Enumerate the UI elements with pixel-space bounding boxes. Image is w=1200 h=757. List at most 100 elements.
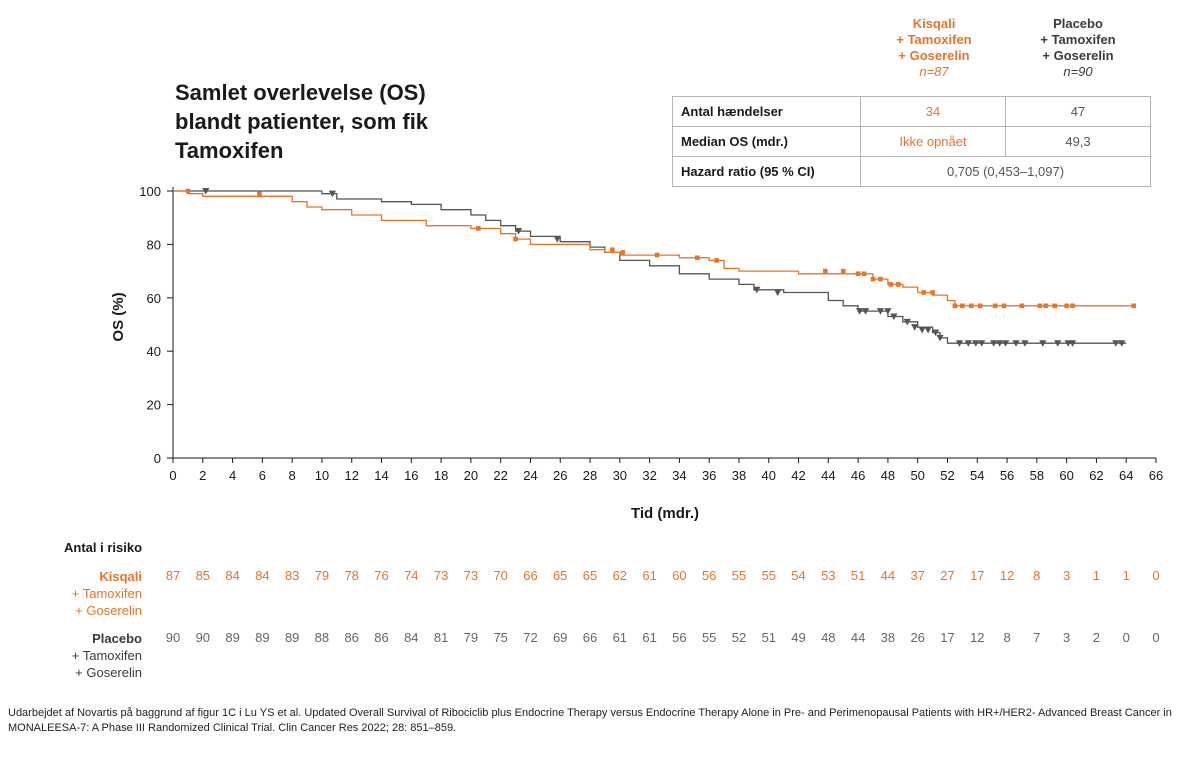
risk-count-placebo: 52 <box>731 630 747 645</box>
risk-count-kisqali: 84 <box>255 568 270 583</box>
censor-mark-kisqali <box>185 188 191 194</box>
risk-count-kisqali: 85 <box>195 568 211 583</box>
y-tick-label: 100 <box>139 184 161 199</box>
group-kisqali-line3: + Goserelin <box>898 48 970 63</box>
risk-count-kisqali: 66 <box>523 568 538 583</box>
risk-count-kisqali: 55 <box>731 568 747 583</box>
x-tick-label: 18 <box>434 468 448 483</box>
censor-mark-placebo <box>1068 340 1077 347</box>
risk-count-placebo: 79 <box>463 630 479 645</box>
group-placebo-line2: + Tamoxifen <box>1040 32 1116 47</box>
x-tick-label: 28 <box>583 468 597 483</box>
censor-mark-kisqali <box>992 303 998 309</box>
y-tick-label: 60 <box>147 291 161 306</box>
risk-count-kisqali: 37 <box>910 568 925 583</box>
censor-mark-placebo <box>1001 340 1010 347</box>
x-tick-label: 66 <box>1149 468 1163 483</box>
risk-count-kisqali: 70 <box>493 568 508 583</box>
risk-count-placebo: 84 <box>404 630 419 645</box>
risk-count-kisqali: 8 <box>1033 568 1041 583</box>
x-tick-label: 40 <box>762 468 776 483</box>
censor-mark-placebo <box>1012 340 1020 347</box>
risk-table-title: Antal i risiko <box>64 540 143 555</box>
risk-count-kisqali: 1 <box>1122 568 1130 583</box>
axes: 0 2 4 6 8 10 12 14 16 18 20 22 24 26 28 30 32 34 36 38 40 42 4… <box>139 184 1163 483</box>
stats-placebo-value: 47 <box>1005 96 1151 127</box>
x-tick-label: 10 <box>315 468 329 483</box>
censor-mark-kisqali <box>1019 303 1025 309</box>
risk-count-kisqali: 78 <box>344 568 359 583</box>
x-tick-label: 46 <box>851 468 865 483</box>
stats-row-median: Median OS (mdr.) Ikke opnået 49,3 <box>672 126 1151 157</box>
risk-count-kisqali: 55 <box>761 568 777 583</box>
x-tick-label: 44 <box>821 468 835 483</box>
x-tick-label: 8 <box>289 468 296 483</box>
stats-table: Antal hændelser 34 47 Median OS (mdr.) I… <box>672 96 1151 187</box>
risk-count-kisqali: 0 <box>1152 568 1160 583</box>
censor-mark-placebo <box>202 188 210 195</box>
risk-count-placebo: 86 <box>374 630 389 645</box>
censor-mark-placebo <box>964 340 972 347</box>
stats-label: Hazard ratio (95 % CI) <box>672 156 861 187</box>
risk-count-placebo: 8 <box>1003 630 1011 645</box>
group-kisqali-n: n=87 <box>919 64 949 79</box>
censor-mark-kisqali <box>921 290 926 295</box>
risk-count-placebo: 3 <box>1062 630 1071 645</box>
censor-mark-kisqali <box>1064 303 1069 309</box>
x-tick-label: 26 <box>553 468 567 483</box>
censor-mark-kisqali <box>823 268 828 274</box>
x-tick-label: 38 <box>732 468 746 483</box>
risk-placebo-line2: + Tamoxifen <box>71 648 142 663</box>
stats-row-events: Antal hændelser 34 47 <box>672 96 1151 127</box>
risk-count-placebo: 17 <box>940 630 955 645</box>
x-tick-label: 64 <box>1119 468 1133 483</box>
risk-placebo-line1: Placebo <box>92 631 142 646</box>
risk-count-kisqali: 83 <box>284 568 300 583</box>
censor-mark-placebo <box>1054 340 1062 347</box>
risk-count-kisqali: 1 <box>1092 568 1100 583</box>
stats-placebo-value: 49,3 <box>1005 126 1151 157</box>
censor-mark-placebo <box>924 326 932 334</box>
censor-mark-kisqali <box>870 276 876 282</box>
censor-mark-kisqali <box>855 271 861 277</box>
group-header-kisqali: Kisqali + Tamoxifen + Goserelin n=87 <box>860 16 1008 80</box>
censor-mark-placebo <box>1118 340 1126 347</box>
risk-count-kisqali: 79 <box>314 568 330 583</box>
risk-count-kisqali: 74 <box>404 568 419 583</box>
x-tick-label: 14 <box>374 468 388 483</box>
risk-count-kisqali: 60 <box>672 568 687 583</box>
risk-count-placebo: 2 <box>1092 630 1100 645</box>
risk-count-kisqali: 3 <box>1062 568 1071 583</box>
x-tick-label: 36 <box>702 468 716 483</box>
risk-count-kisqali: 56 <box>701 568 717 583</box>
x-tick-label: 60 <box>1059 468 1073 483</box>
km-plot: 0 2 4 6 8 10 12 14 16 18 20 22 24 26 28 30 32 34 36 38 40 42 4… <box>110 184 1163 522</box>
risk-count-placebo: 49 <box>791 630 806 645</box>
risk-count-kisqali: 53 <box>821 568 836 583</box>
x-tick-label: 30 <box>613 468 627 483</box>
censor-mark-placebo <box>972 340 980 347</box>
censor-mark-kisqali <box>476 226 481 231</box>
risk-count-kisqali: 17 <box>970 568 985 583</box>
censor-mark-placebo <box>936 334 944 342</box>
x-tick-label: 20 <box>464 468 478 483</box>
x-tick-label: 6 <box>259 468 266 483</box>
risk-count-placebo: 55 <box>701 630 717 645</box>
censor-mark-kisqali <box>1070 303 1075 309</box>
risk-row-kisqali: 87 85 84 84 83 79 78 76 74 73 73 70 66 65 65 62 61 60 56 55… <box>0 568 1200 586</box>
hazard-ratio-value: 0,705 (0,453–1,097) <box>860 156 1151 187</box>
censor-mark-kisqali <box>257 191 262 196</box>
risk-count-placebo: 61 <box>642 630 657 645</box>
x-tick-label: 16 <box>404 468 418 483</box>
y-tick-label: 20 <box>147 398 161 413</box>
censor-mark-kisqali <box>977 303 983 309</box>
censor-mark-placebo <box>1039 340 1047 347</box>
risk-count-kisqali: 84 <box>225 568 240 583</box>
stats-row-hazard: Hazard ratio (95 % CI) 0,705 (0,453–1,09… <box>672 156 1151 187</box>
risk-count-placebo: 86 <box>344 630 359 645</box>
censor-mark-kisqali <box>654 252 660 258</box>
x-tick-label: 4 <box>229 468 236 483</box>
risk-row-placebo: 90 90 89 89 89 88 86 86 84 81 79 75 72 69 66 61 61 56 55 52… <box>0 630 1200 648</box>
risk-count-placebo: 89 <box>225 630 240 645</box>
risk-count-placebo: 7 <box>1033 630 1041 645</box>
